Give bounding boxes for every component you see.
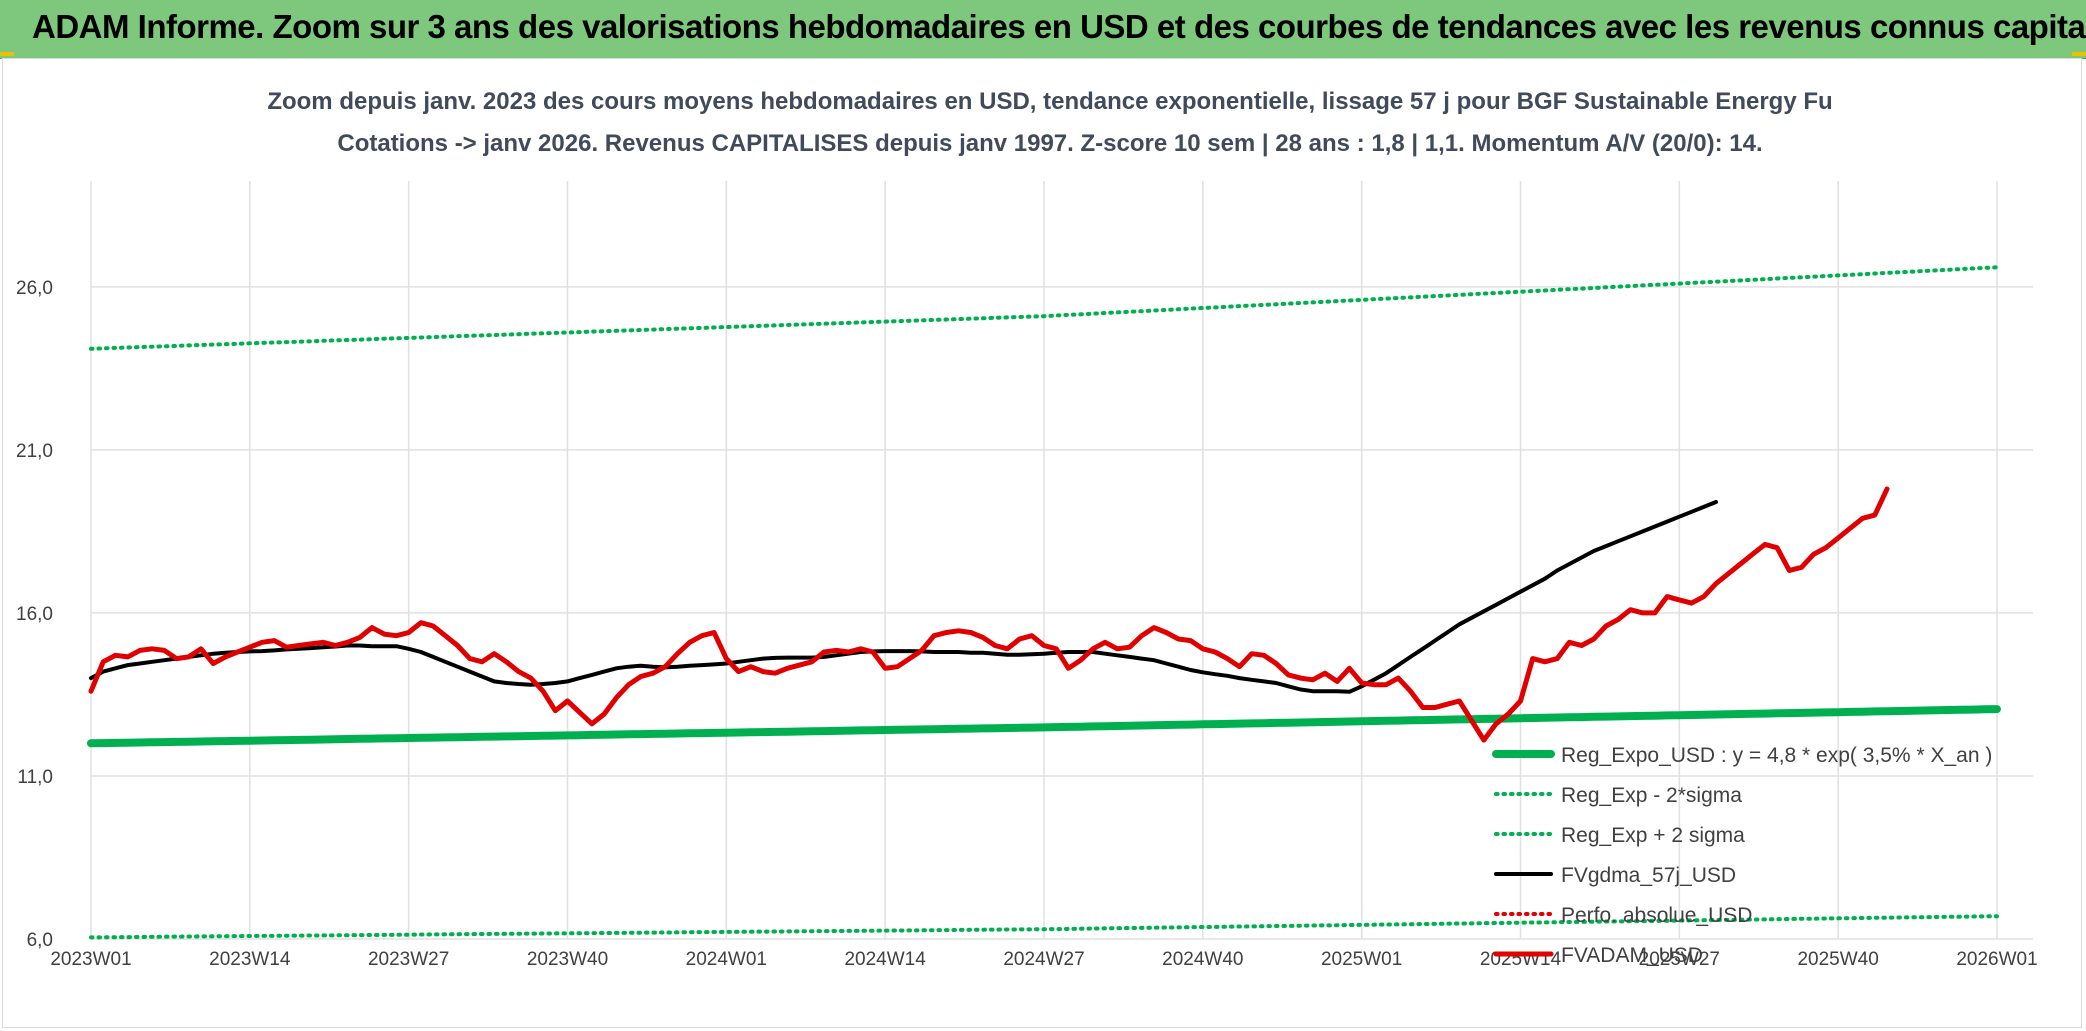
x-tick-label: 2025W01 — [1321, 949, 1402, 970]
x-tick-label: 2024W40 — [1162, 949, 1243, 970]
x-tick-label: 2026W01 — [1956, 949, 2037, 970]
x-tick-label: 2023W01 — [50, 949, 131, 970]
series-line — [89, 914, 1999, 940]
series-line — [88, 486, 1890, 743]
y-axis-ticks: 6,0 11,0 16,0 21,0 26,0 — [16, 278, 53, 951]
x-tick-label: 2023W27 — [368, 949, 449, 970]
chart-title: Zoom depuis janv. 2023 des cours moyens … — [267, 88, 1832, 115]
series-layer — [87, 265, 2001, 940]
legend-label: FVgdma_57j_USD — [1561, 864, 1736, 887]
x-tick-label: 2024W27 — [1003, 949, 1084, 970]
corner-marker-right — [2072, 52, 2086, 56]
series-line — [89, 500, 1718, 694]
y-tick-label: 21,0 — [16, 441, 53, 462]
legend-label: Reg_Expo_USD : y = 4,8 * exp( 3,5% * X_a… — [1561, 744, 1992, 767]
chart-subtitle: Cotations -> janv 2026. Revenus CAPITALI… — [337, 130, 1762, 157]
series-line — [89, 265, 1999, 351]
legend-label: FVADAM_USD — [1561, 944, 1703, 967]
gridlines — [90, 181, 2033, 940]
x-tick-label: 2024W01 — [686, 949, 767, 970]
report-banner: ADAM Informe. Zoom sur 3 ans des valoris… — [0, 0, 2086, 59]
y-tick-label: 26,0 — [16, 278, 53, 299]
chart-area: Zoom depuis janv. 2023 des cours moyens … — [2, 58, 2082, 1028]
chart-legend: Reg_Expo_USD : y = 4,8 * exp( 3,5% * X_a… — [1492, 744, 1992, 967]
legend-label: Reg_Exp + 2 sigma — [1561, 824, 1745, 847]
x-tick-label: 2025W27 — [1639, 949, 1720, 970]
report-title: ADAM Informe. Zoom sur 3 ans des valoris… — [32, 8, 2086, 45]
line-chart: Zoom depuis janv. 2023 des cours moyens … — [16, 88, 2038, 970]
x-tick-label: 2023W40 — [527, 949, 608, 970]
x-tick-label: 2024W14 — [844, 949, 926, 970]
y-tick-label: 11,0 — [17, 767, 53, 788]
corner-marker-left — [0, 52, 14, 56]
legend-label: Perfo. absolue_USD — [1561, 904, 1752, 927]
y-tick-label: 16,0 — [16, 604, 53, 625]
series-line — [87, 705, 2001, 748]
x-tick-label: 2025W40 — [1797, 949, 1878, 970]
x-tick-label: 2023W14 — [209, 949, 291, 970]
legend-label: Reg_Exp - 2*sigma — [1561, 784, 1742, 807]
x-axis-ticks: 2023W01 2023W14 2023W27 2023W40 2024W01 2024W… — [50, 949, 2037, 970]
y-tick-label: 6,0 — [27, 930, 53, 951]
